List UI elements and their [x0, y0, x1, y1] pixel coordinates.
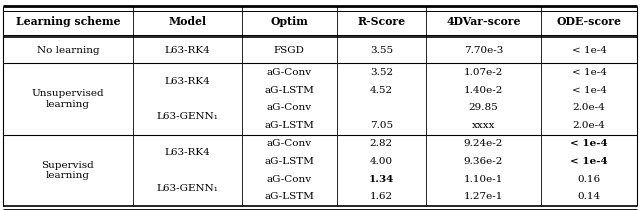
Text: 4DVar-score: 4DVar-score [446, 16, 521, 27]
Text: L63-GENN₁: L63-GENN₁ [156, 112, 218, 121]
Text: L63-GENN₁: L63-GENN₁ [156, 184, 218, 193]
Text: 1.27e-1: 1.27e-1 [464, 192, 503, 201]
Text: ODE-score: ODE-score [557, 16, 621, 27]
Text: 1.62: 1.62 [370, 192, 393, 201]
Text: 1.40e-2: 1.40e-2 [464, 86, 503, 95]
Text: 0.16: 0.16 [577, 175, 601, 184]
Text: < 1e-4: < 1e-4 [572, 86, 607, 95]
Text: < 1e-4: < 1e-4 [572, 68, 607, 77]
Text: < 1e-4: < 1e-4 [570, 157, 608, 166]
Text: aG-Conv: aG-Conv [267, 175, 312, 184]
Text: L63-RK4: L63-RK4 [164, 148, 210, 157]
Text: 29.85: 29.85 [468, 104, 499, 112]
Text: 3.55: 3.55 [370, 46, 393, 55]
Text: 1.10e-1: 1.10e-1 [464, 175, 503, 184]
Text: No learning: No learning [36, 46, 99, 55]
Text: 2.0e-4: 2.0e-4 [573, 121, 605, 130]
Text: 2.82: 2.82 [370, 139, 393, 148]
Text: aG-LSTM: aG-LSTM [264, 121, 314, 130]
Text: R-Score: R-Score [357, 16, 405, 27]
Text: < 1e-4: < 1e-4 [570, 139, 608, 148]
Text: xxxx: xxxx [472, 121, 495, 130]
Text: 4.00: 4.00 [370, 157, 393, 166]
Text: Supervisd
learning: Supervisd learning [42, 160, 94, 180]
Text: aG-LSTM: aG-LSTM [264, 86, 314, 95]
Text: 2.0e-4: 2.0e-4 [573, 104, 605, 112]
Text: aG-Conv: aG-Conv [267, 139, 312, 148]
Text: FSGD: FSGD [274, 46, 305, 55]
Text: Model: Model [168, 16, 206, 27]
Text: < 1e-4: < 1e-4 [572, 46, 607, 55]
Text: 7.70e-3: 7.70e-3 [464, 46, 503, 55]
Text: aG-Conv: aG-Conv [267, 104, 312, 112]
Text: 4.52: 4.52 [370, 86, 393, 95]
Text: 1.07e-2: 1.07e-2 [464, 68, 503, 77]
Text: Learning scheme: Learning scheme [15, 16, 120, 27]
Text: aG-LSTM: aG-LSTM [264, 192, 314, 201]
Text: L63-RK4: L63-RK4 [164, 77, 210, 86]
Text: 9.24e-2: 9.24e-2 [464, 139, 503, 148]
Text: L63-RK4: L63-RK4 [164, 46, 210, 55]
Text: aG-LSTM: aG-LSTM [264, 157, 314, 166]
Text: Optim: Optim [271, 16, 308, 27]
Text: 3.52: 3.52 [370, 68, 393, 77]
Text: aG-Conv: aG-Conv [267, 68, 312, 77]
Text: 1.34: 1.34 [369, 175, 394, 184]
Text: 0.14: 0.14 [577, 192, 601, 201]
Text: Unsupervised
learning: Unsupervised learning [31, 89, 104, 109]
Text: 9.36e-2: 9.36e-2 [464, 157, 503, 166]
Text: 7.05: 7.05 [370, 121, 393, 130]
